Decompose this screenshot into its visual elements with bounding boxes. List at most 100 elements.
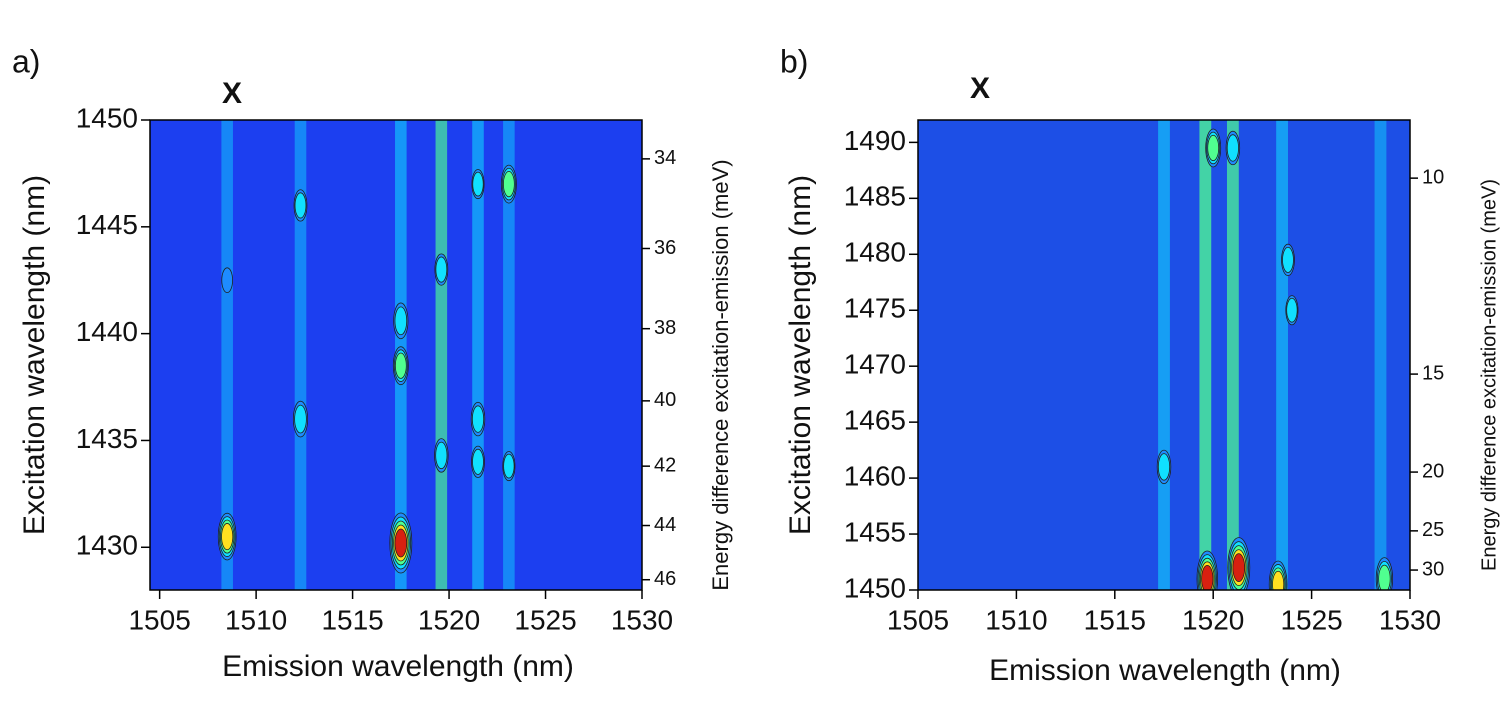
y2-tick-label: 30 xyxy=(1422,558,1444,580)
peak xyxy=(470,401,486,437)
contour-ring xyxy=(471,405,485,433)
x-axis-label: Emission wavelength (nm) xyxy=(989,654,1341,687)
y-tick-label: 1455 xyxy=(844,516,906,547)
contour-ring xyxy=(394,306,408,336)
peak xyxy=(1227,537,1251,590)
y-tick-label: 1430 xyxy=(76,530,138,561)
y2-tick-label: 42 xyxy=(654,454,676,476)
peak xyxy=(502,451,516,482)
peak xyxy=(434,438,449,473)
y-tick-label: 1460 xyxy=(844,460,906,491)
x-tick-label: 1520 xyxy=(1182,604,1244,635)
plot-area xyxy=(1156,120,1394,590)
peak xyxy=(1285,295,1299,326)
x-tick-label: 1515 xyxy=(321,604,383,635)
contour-ring xyxy=(1272,570,1285,590)
contour-ring xyxy=(394,352,407,379)
contour-ring xyxy=(1232,553,1246,583)
streak xyxy=(221,120,233,590)
y-tick-label: 1485 xyxy=(844,181,906,212)
y-tick-label: 1490 xyxy=(844,125,906,156)
streak xyxy=(1199,120,1212,590)
y-tick-label: 1450 xyxy=(844,572,906,603)
y2-axis-label: Energy difference excitation-emission (m… xyxy=(708,159,733,590)
peak xyxy=(393,302,409,340)
x-tick-label: 1525 xyxy=(1280,604,1342,635)
contour-ring xyxy=(472,448,484,475)
streak xyxy=(1158,120,1170,590)
plot-area xyxy=(217,120,517,590)
peak xyxy=(1196,550,1218,590)
x-tick-label: 1530 xyxy=(611,604,673,635)
x-tick-label: 1510 xyxy=(225,604,287,635)
contour-ring xyxy=(294,192,307,219)
y-tick-label: 1475 xyxy=(844,293,906,324)
contour-ring xyxy=(1282,246,1294,273)
y2-axis-label: Energy difference excitation-emission (m… xyxy=(1478,179,1500,571)
y-tick-label: 1450 xyxy=(76,102,138,133)
y2-tick-label: 34 xyxy=(654,147,676,169)
peak xyxy=(389,512,413,574)
contour-ring xyxy=(1226,134,1239,162)
peak xyxy=(392,346,409,386)
y-tick-label: 1480 xyxy=(844,237,906,268)
contour-ring xyxy=(1207,134,1220,162)
y2-tick-label: 15 xyxy=(1422,362,1444,384)
y2-tick-label: 25 xyxy=(1422,519,1444,541)
panel-label: b) xyxy=(780,43,808,79)
streak xyxy=(435,120,448,590)
peak xyxy=(500,164,517,204)
plot-frame xyxy=(149,119,643,591)
annotation: X xyxy=(222,77,242,110)
y2-tick-label: 20 xyxy=(1422,460,1444,482)
y2-tick-label: 38 xyxy=(654,317,676,339)
contour-ring xyxy=(503,453,515,479)
y2-tick-label: 46 xyxy=(654,568,676,590)
contour-ring xyxy=(394,528,408,558)
x-tick-label: 1520 xyxy=(418,604,480,635)
peak xyxy=(1281,243,1295,276)
streak xyxy=(1276,120,1288,590)
streak xyxy=(503,120,515,590)
contour-ring xyxy=(502,170,515,198)
contour-ring xyxy=(1286,297,1298,323)
contour-ring xyxy=(435,441,448,470)
contour-ring xyxy=(221,523,234,551)
peak xyxy=(1156,449,1172,485)
contour-ring xyxy=(1201,565,1214,590)
y-axis-label: Excitation wavelength (nm) xyxy=(18,175,51,535)
y2-tick-label: 10 xyxy=(1422,166,1444,188)
streak xyxy=(294,120,307,590)
x-tick-label: 1525 xyxy=(514,604,576,635)
contour-ring xyxy=(1157,453,1171,481)
peak xyxy=(292,400,309,438)
streak xyxy=(472,120,484,590)
y2-tick-label: 36 xyxy=(654,237,676,259)
peak xyxy=(221,267,233,294)
contour-ring xyxy=(1378,564,1391,590)
contour-ring xyxy=(435,256,448,283)
contour-ring xyxy=(472,171,484,197)
panel-label: a) xyxy=(12,43,40,79)
peak xyxy=(1375,557,1394,590)
y-tick-label: 1435 xyxy=(76,423,138,454)
x-tick-label: 1510 xyxy=(985,604,1047,635)
peak xyxy=(471,445,485,478)
streak xyxy=(1226,120,1239,590)
peak xyxy=(471,169,485,200)
y-tick-label: 1465 xyxy=(844,405,906,436)
peak xyxy=(1225,130,1241,166)
peak xyxy=(293,189,308,222)
y2-tick-label: 40 xyxy=(654,389,676,411)
y-tick-label: 1445 xyxy=(76,209,138,240)
y-tick-label: 1470 xyxy=(844,349,906,380)
contour-ring xyxy=(221,267,233,294)
x-tick-label: 1530 xyxy=(1379,604,1441,635)
peak xyxy=(1268,560,1288,590)
x-tick-label: 1505 xyxy=(887,604,949,635)
peak xyxy=(217,512,237,561)
peak xyxy=(1205,128,1222,168)
annotation: X xyxy=(970,72,990,105)
streak xyxy=(1374,120,1387,590)
